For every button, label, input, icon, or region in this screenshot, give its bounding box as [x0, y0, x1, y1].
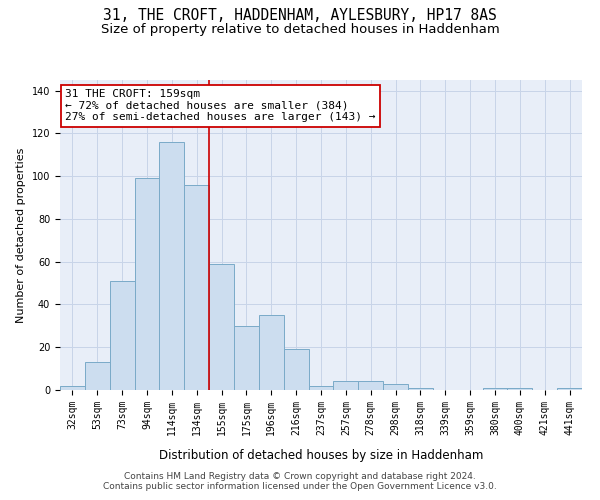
Bar [308, 386, 334, 390]
Y-axis label: Number of detached properties: Number of detached properties [16, 148, 26, 322]
Bar [209, 264, 234, 390]
Bar [508, 388, 532, 390]
Bar [85, 362, 110, 390]
Bar [184, 185, 209, 390]
Text: 31 THE CROFT: 159sqm
← 72% of detached houses are smaller (384)
27% of semi-deta: 31 THE CROFT: 159sqm ← 72% of detached h… [65, 90, 376, 122]
Bar [160, 142, 184, 390]
Text: Distribution of detached houses by size in Haddenham: Distribution of detached houses by size … [159, 450, 483, 462]
Text: Size of property relative to detached houses in Haddenham: Size of property relative to detached ho… [101, 22, 499, 36]
Bar [234, 326, 259, 390]
Bar [334, 382, 358, 390]
Bar [557, 388, 582, 390]
Bar [60, 386, 85, 390]
Bar [482, 388, 508, 390]
Bar [358, 382, 383, 390]
Bar [259, 315, 284, 390]
Bar [110, 281, 134, 390]
Bar [284, 350, 308, 390]
Text: 31, THE CROFT, HADDENHAM, AYLESBURY, HP17 8AS: 31, THE CROFT, HADDENHAM, AYLESBURY, HP1… [103, 8, 497, 22]
Text: Contains HM Land Registry data © Crown copyright and database right 2024.: Contains HM Land Registry data © Crown c… [124, 472, 476, 481]
Bar [134, 178, 160, 390]
Bar [408, 388, 433, 390]
Bar [383, 384, 408, 390]
Text: Contains public sector information licensed under the Open Government Licence v3: Contains public sector information licen… [103, 482, 497, 491]
